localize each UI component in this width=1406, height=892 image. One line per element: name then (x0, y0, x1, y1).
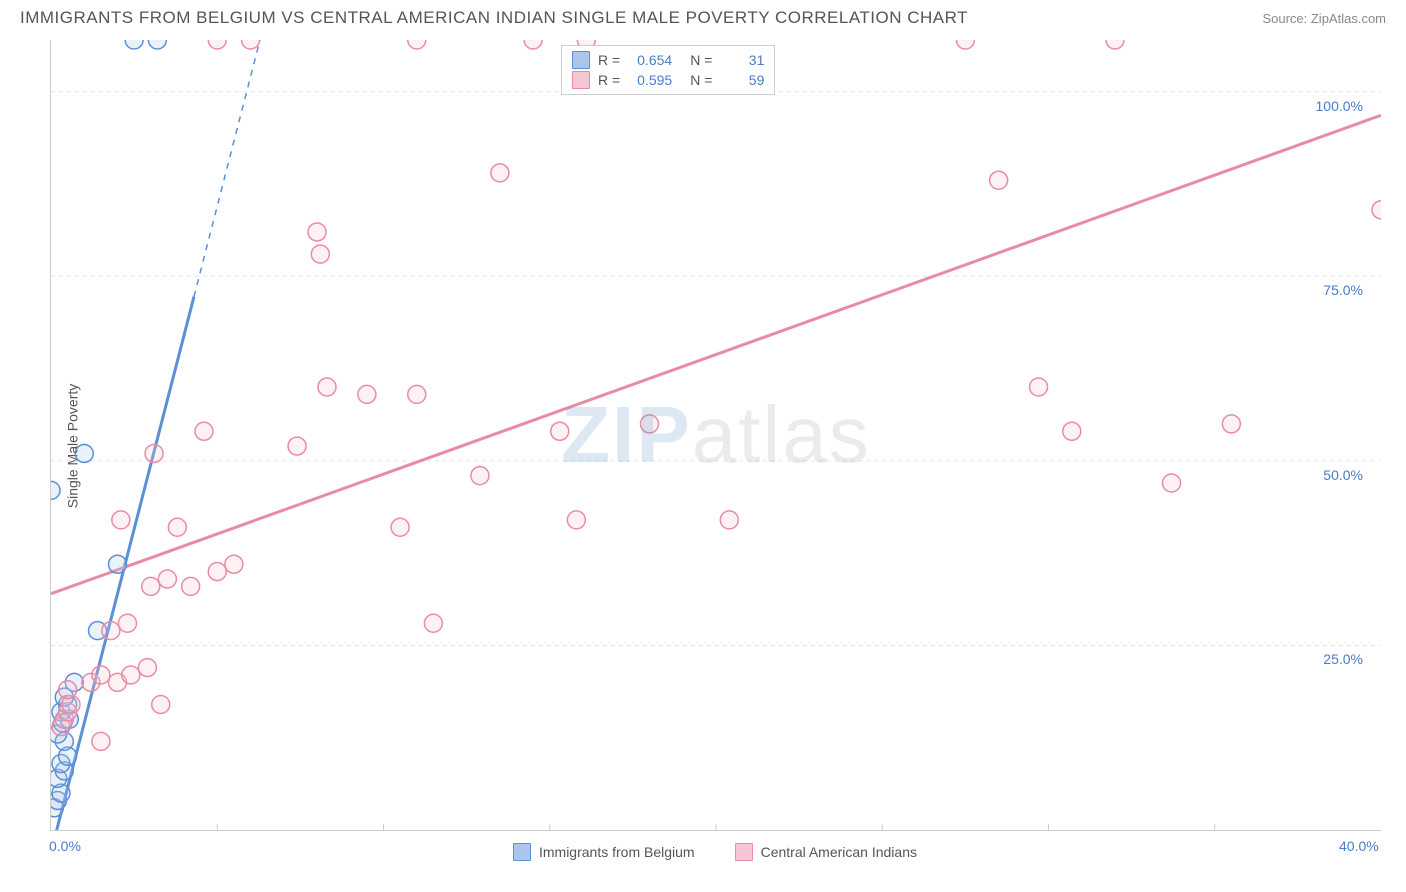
data-point (168, 518, 186, 536)
data-point (109, 555, 127, 573)
data-point (288, 437, 306, 455)
header: IMMIGRANTS FROM BELGIUM VS CENTRAL AMERI… (0, 0, 1406, 32)
stat-label-n: N = (690, 72, 712, 88)
legend-swatch (572, 71, 590, 89)
data-point (1372, 201, 1381, 219)
y-tick-label: 50.0% (1323, 467, 1363, 483)
legend-item: Immigrants from Belgium (513, 843, 695, 861)
stat-value-r: 0.654 (628, 52, 672, 68)
data-point (51, 481, 60, 499)
bottom-legend: Immigrants from Belgium Central American … (50, 843, 1380, 861)
data-point (1063, 422, 1081, 440)
data-point (408, 385, 426, 403)
chart-area: ZIPatlas R =0.654N =31R =0.595N =59 25.0… (50, 40, 1381, 831)
legend-swatch (513, 843, 531, 861)
data-point (148, 40, 166, 49)
source-label: Source: ZipAtlas.com (1262, 11, 1386, 26)
legend-swatch (735, 843, 753, 861)
data-point (118, 614, 136, 632)
stats-legend-row: R = 0.654 N = 31 (572, 50, 764, 70)
data-point (524, 40, 542, 49)
stat-label-n: N = (690, 52, 712, 68)
data-point (242, 40, 260, 49)
data-point (102, 622, 120, 640)
y-tick-label: 25.0% (1323, 651, 1363, 667)
data-point (308, 223, 326, 241)
data-point (391, 518, 409, 536)
data-point (358, 385, 376, 403)
data-point (92, 666, 110, 684)
data-point (720, 511, 738, 529)
legend-label: Central American Indians (761, 844, 917, 860)
data-point (92, 732, 110, 750)
data-point (1222, 415, 1240, 433)
data-point (122, 666, 140, 684)
stat-label-r: R = (598, 52, 620, 68)
y-tick-label: 100.0% (1316, 98, 1363, 114)
data-point (125, 40, 143, 49)
y-tick-label: 75.0% (1323, 282, 1363, 298)
data-point (408, 40, 426, 49)
data-point (990, 171, 1008, 189)
legend-item: Central American Indians (735, 843, 917, 861)
data-point (491, 164, 509, 182)
data-point (641, 415, 659, 433)
scatter-chart (51, 40, 1381, 830)
data-point (59, 681, 77, 699)
data-point (956, 40, 974, 49)
legend-swatch (572, 51, 590, 69)
data-point (471, 467, 489, 485)
data-point (1163, 474, 1181, 492)
data-point (145, 444, 163, 462)
data-point (1106, 40, 1124, 49)
data-point (208, 563, 226, 581)
data-point (142, 577, 160, 595)
data-point (112, 511, 130, 529)
data-point (138, 659, 156, 677)
data-point (195, 422, 213, 440)
chart-title: IMMIGRANTS FROM BELGIUM VS CENTRAL AMERI… (20, 8, 968, 28)
stat-label-r: R = (598, 72, 620, 88)
data-point (567, 511, 585, 529)
data-point (551, 422, 569, 440)
stats-legend: R = 0.654 N = 31 R = 0.595 N = 59 (561, 45, 775, 95)
legend-label: Immigrants from Belgium (539, 844, 695, 860)
stat-value-r: 0.595 (628, 72, 672, 88)
data-point (158, 570, 176, 588)
data-point (424, 614, 442, 632)
data-point (1030, 378, 1048, 396)
data-point (182, 577, 200, 595)
stats-legend-row: R = 0.595 N = 59 (572, 70, 764, 90)
stat-value-n: 59 (720, 72, 764, 88)
data-point (318, 378, 336, 396)
data-point (152, 695, 170, 713)
stat-value-n: 31 (720, 52, 764, 68)
data-point (311, 245, 329, 263)
data-point (225, 555, 243, 573)
data-point (75, 444, 93, 462)
data-point (208, 40, 226, 49)
